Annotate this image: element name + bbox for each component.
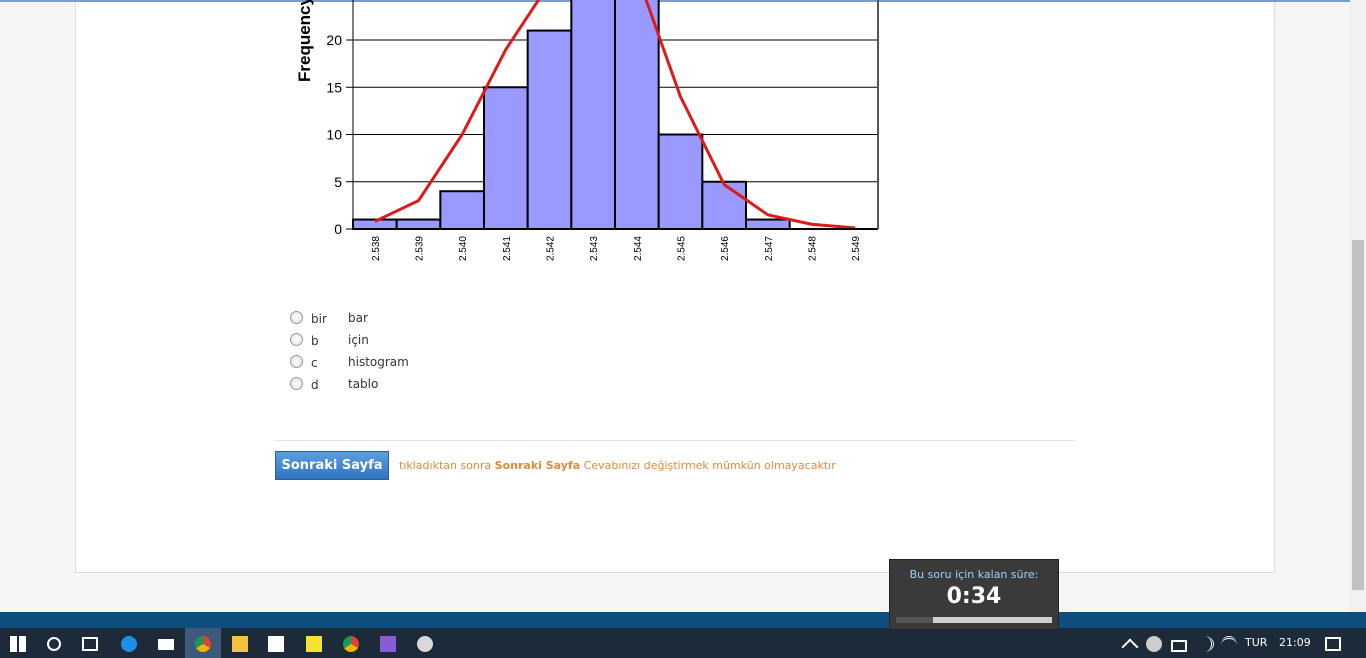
top-border xyxy=(0,0,1350,2)
bar xyxy=(395,218,442,231)
footer-bar xyxy=(0,612,1366,628)
y-axis-label: Frequency xyxy=(295,0,314,82)
bar xyxy=(570,0,616,230)
start-button[interactable] xyxy=(10,636,26,652)
y-tick-label: 15 xyxy=(326,79,342,95)
bar xyxy=(439,190,486,230)
y-tick-label: 0 xyxy=(334,221,342,237)
app-icon[interactable] xyxy=(417,636,433,652)
x-tick-label: 2.541 xyxy=(502,236,513,261)
clock[interactable]: 21:09 xyxy=(1279,636,1311,649)
notes-icon[interactable] xyxy=(306,636,322,652)
radio-button[interactable] xyxy=(290,377,303,390)
next-button[interactable]: Sonraki Sayfa xyxy=(275,451,389,480)
radio-button[interactable] xyxy=(290,311,303,324)
x-tick-label: 2.549 xyxy=(851,236,862,261)
note-bold: Sonraki Sayfa xyxy=(494,459,581,472)
timer-label: Bu soru için kalan süre: xyxy=(909,568,1039,581)
option-text[interactable]: bar xyxy=(348,311,368,325)
option-text[interactable]: histogram xyxy=(348,355,409,369)
x-tick-label: 2.542 xyxy=(546,236,557,261)
chart: Frequency 0 5 10 15 20 2.538 2.539 2.540 2.541 2.… xyxy=(295,0,879,261)
bar xyxy=(614,0,660,230)
bar xyxy=(526,29,573,230)
cloud-icon[interactable] xyxy=(1146,636,1162,652)
timer-value: 0:34 xyxy=(946,584,1002,609)
y-tick-label: 10 xyxy=(326,127,342,143)
explorer-icon[interactable] xyxy=(232,636,248,652)
y-tick-label: 20 xyxy=(326,32,342,48)
chrome-icon[interactable] xyxy=(343,636,359,652)
notifications-icon[interactable] xyxy=(1325,637,1341,651)
bar xyxy=(483,86,529,230)
divider xyxy=(275,440,1075,441)
note-text: Cevabınızı değiştirmek mümkün olmayacakt… xyxy=(580,459,836,472)
x-tick-label: 2.545 xyxy=(677,236,688,261)
battery-icon[interactable] xyxy=(1171,640,1187,652)
option-text[interactable]: tablo xyxy=(348,377,379,391)
note-text: tıkladıktan sonra xyxy=(399,459,495,472)
task-view-icon[interactable] xyxy=(82,637,98,651)
x-tick-label: 2.546 xyxy=(720,236,731,261)
option-letter[interactable]: b xyxy=(311,334,319,348)
wifi-icon[interactable] xyxy=(1221,636,1237,655)
scroll-thumb[interactable] xyxy=(1352,240,1364,590)
bar xyxy=(657,133,704,230)
fit-curve xyxy=(374,0,856,230)
x-tick-label: 2.543 xyxy=(589,236,600,261)
option-letter[interactable]: d xyxy=(311,378,319,392)
timer-track xyxy=(896,617,1052,623)
search-icon[interactable] xyxy=(47,637,61,651)
option-text[interactable]: için xyxy=(348,333,369,347)
chrome-icon[interactable] xyxy=(195,636,211,652)
visual-studio-icon[interactable] xyxy=(380,636,396,652)
x-tick-label: 2.538 xyxy=(371,236,382,261)
radio-button[interactable] xyxy=(290,355,303,368)
store-icon[interactable] xyxy=(268,636,284,652)
option-letter[interactable]: c xyxy=(311,356,318,370)
bar xyxy=(745,218,791,231)
language-indicator[interactable]: TUR xyxy=(1245,636,1268,649)
x-tick-label: 2.539 xyxy=(415,236,426,261)
x-tick-label: 2.547 xyxy=(764,236,775,261)
x-tick-label: 2.540 xyxy=(458,236,469,261)
volume-icon[interactable] xyxy=(1195,636,1214,652)
warning-note: tıkladıktan sonra Sonraki Sayfa Cevabını… xyxy=(399,459,836,472)
mail-icon[interactable] xyxy=(158,639,174,650)
timer-progress xyxy=(896,617,933,623)
option-letter[interactable]: bir xyxy=(311,312,327,326)
edge-icon[interactable] xyxy=(121,636,137,652)
bar xyxy=(701,180,747,230)
radio-button[interactable] xyxy=(290,333,303,346)
x-tick-label: 2.544 xyxy=(633,236,644,261)
taskbar xyxy=(0,628,1366,658)
timer-popup: Bu soru için kalan süre: 0:34 xyxy=(889,559,1059,630)
x-tick-label: 2.548 xyxy=(808,236,819,261)
y-tick-label: 5 xyxy=(334,174,342,190)
